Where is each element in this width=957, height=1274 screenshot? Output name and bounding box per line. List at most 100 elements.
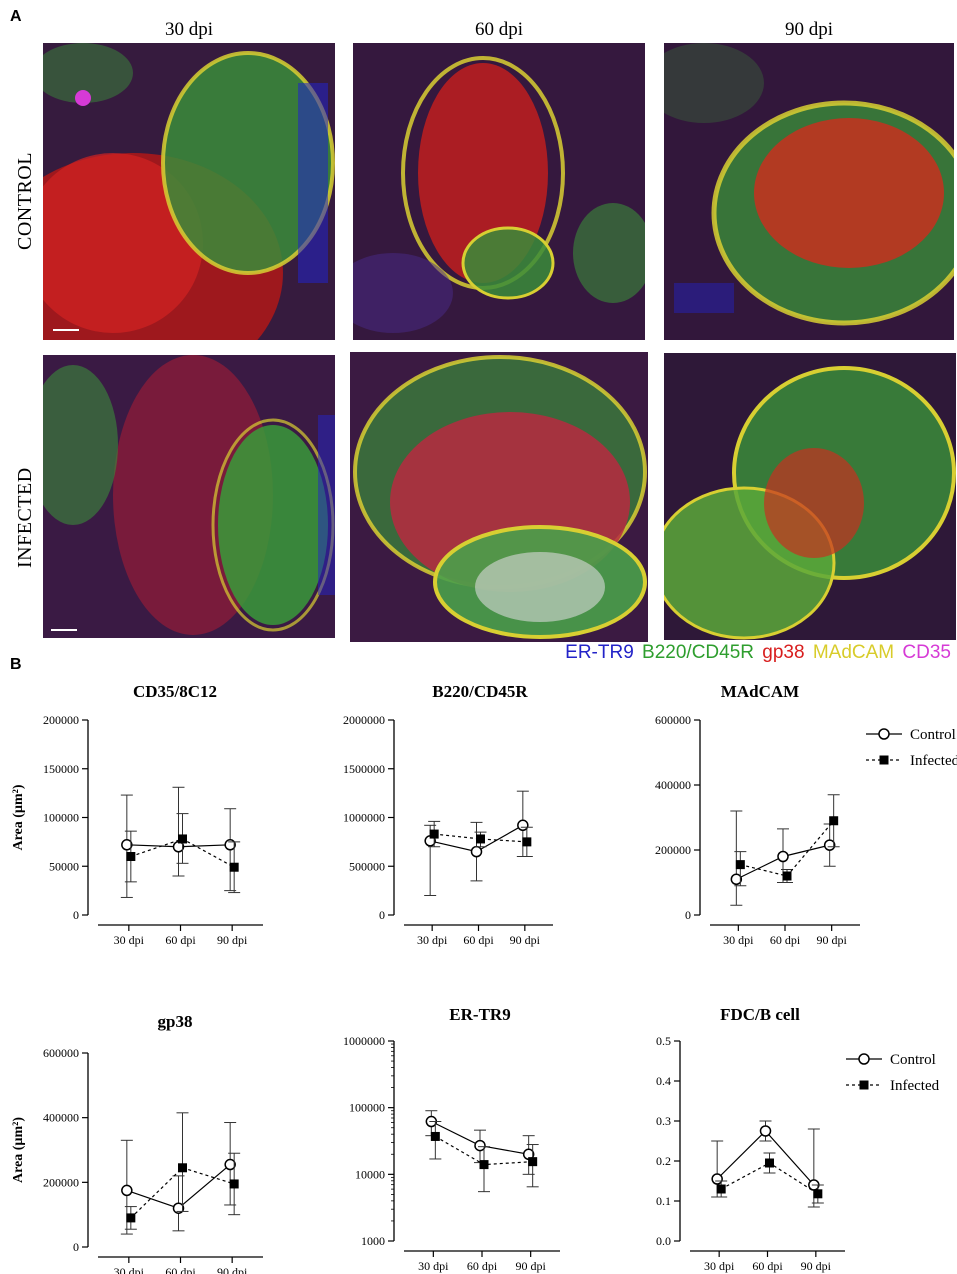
- chart-title: MAdCAM: [721, 682, 799, 701]
- y-tick-label: 0.1: [656, 1194, 671, 1208]
- x-tick-label: 90 dpi: [816, 933, 847, 947]
- micrograph-control-60dpi: [353, 43, 645, 340]
- x-tick-label: 90 dpi: [510, 933, 541, 947]
- stain-legend-b220: B220/CD45R: [642, 642, 754, 663]
- micrograph-control-90dpi: [664, 43, 954, 340]
- y-tick-label: 600000: [43, 1046, 79, 1060]
- infected-point: [765, 1158, 774, 1168]
- x-tick-label: 30 dpi: [114, 1265, 145, 1274]
- infected-point: [229, 1179, 239, 1189]
- x-tick-label: 30 dpi: [723, 933, 754, 947]
- y-tick-label: 1000: [361, 1234, 385, 1248]
- stain-legend-gp38: gp38: [762, 642, 805, 663]
- infected-point: [782, 871, 792, 881]
- y-tick-label: 500000: [349, 859, 385, 873]
- control-point: [121, 1184, 133, 1197]
- infected-point: [528, 1157, 538, 1167]
- infected-point: [716, 1184, 726, 1194]
- control-point: [823, 839, 836, 851]
- infected-point: [178, 1163, 187, 1173]
- y-tick-label: 600000: [655, 713, 691, 727]
- infected-point: [479, 1160, 489, 1170]
- micrograph-infected-60dpi: [350, 352, 648, 642]
- x-tick-label: 60 dpi: [463, 933, 494, 947]
- y-tick-label: 400000: [655, 778, 691, 792]
- y-tick-label: 0.3: [656, 1114, 671, 1128]
- panel-a-letter: A: [10, 8, 22, 25]
- panel-b-letter: B: [10, 656, 22, 673]
- x-tick-label: 30 dpi: [417, 933, 448, 947]
- y-tick-label: 0: [73, 1240, 79, 1254]
- chart-title: B220/CD45R: [432, 682, 528, 701]
- x-tick-label: 90 dpi: [217, 933, 248, 947]
- y-tick-label: 200000: [43, 1175, 79, 1189]
- legend-label: Control: [910, 727, 956, 743]
- infected-point: [126, 852, 136, 861]
- y-tick-label: 0.5: [656, 1034, 671, 1048]
- y-tick-label: 2000000: [343, 713, 385, 727]
- control-point: [470, 845, 483, 858]
- x-tick-label: 60 dpi: [165, 933, 196, 947]
- y-axis-label: Area (µm²): [11, 784, 26, 850]
- chart-4: gp38 0 200000 400000 600000 30 dpi 60 dpi 90 dp…: [11, 1012, 263, 1274]
- legend-label: Control: [890, 1052, 936, 1068]
- chart-1: CD35/8C12 0 50000 100000 150000 200000 30 dpi 6…: [11, 682, 263, 947]
- column-header-30dpi: 30 dpi: [164, 19, 214, 40]
- y-tick-label: 1500000: [343, 762, 385, 776]
- legend-marker-control: [858, 1053, 870, 1065]
- legend-marker-infected: [859, 1080, 869, 1090]
- chart-title: CD35/8C12: [133, 682, 217, 701]
- chart-5: ER-TR9 1000 10000 100000 1000000 30 dpi 60 dpi…: [343, 1005, 560, 1273]
- legend-marker-control: [878, 728, 890, 740]
- y-tick-label: 100000: [349, 1101, 385, 1115]
- legend-label: Infected: [890, 1078, 940, 1094]
- stain-legend-cd35: CD35: [902, 642, 951, 663]
- micrograph-control-30dpi: [43, 43, 335, 340]
- y-tick-label: 1000000: [343, 811, 385, 825]
- stain-legend-madcam: MAdCAM: [812, 642, 895, 663]
- infected-point: [522, 837, 532, 847]
- control-point: [777, 850, 789, 863]
- y-tick-label: 0.4: [656, 1074, 671, 1088]
- chart-legend: Control Infected: [846, 1052, 940, 1094]
- control-point: [474, 1139, 486, 1152]
- infected-point: [813, 1189, 823, 1199]
- y-tick-label: 1000000: [343, 1034, 385, 1048]
- legend-label: Infected: [910, 753, 957, 769]
- infected-point: [429, 829, 439, 839]
- infected-point: [430, 1131, 440, 1141]
- chart-2: B220/CD45R 0 500000 1000000 1500000 2000000 30…: [343, 682, 553, 947]
- column-header-60dpi: 60 dpi: [474, 19, 524, 40]
- column-header-90dpi: 90 dpi: [784, 19, 834, 40]
- chart-6: FDC/B cell 0.0 0.1 0.2 0.3 0.4 0.5 30 dpi 60 dpi…: [656, 1005, 940, 1273]
- y-tick-label: 0: [685, 908, 691, 922]
- chart-title: FDC/B cell: [720, 1005, 800, 1024]
- x-tick-label: 60 dpi: [165, 1265, 196, 1274]
- infected-point: [735, 860, 745, 870]
- y-tick-label: 0: [379, 908, 385, 922]
- y-tick-label: 50000: [49, 859, 79, 873]
- y-tick-label: 200000: [655, 843, 691, 857]
- micrograph-infected-90dpi: [664, 353, 956, 640]
- infected-point: [126, 1213, 136, 1223]
- x-tick-label: 30 dpi: [418, 1259, 449, 1273]
- chart-legend: Control Infected: [866, 727, 957, 769]
- chart-title: gp38: [158, 1012, 193, 1031]
- scale-bar: [53, 329, 79, 331]
- x-tick-label: 90 dpi: [217, 1265, 248, 1274]
- y-tick-label: 0: [73, 908, 79, 922]
- y-tick-label: 150000: [43, 762, 79, 776]
- infected-point: [829, 816, 839, 826]
- micrograph-infected-30dpi: [43, 355, 335, 638]
- control-point: [517, 819, 529, 832]
- stain-legend-ertr9: ER-TR9: [565, 642, 634, 663]
- infected-point: [229, 862, 239, 872]
- y-tick-label: 400000: [43, 1111, 79, 1125]
- x-tick-label: 90 dpi: [801, 1259, 832, 1273]
- control-point: [730, 873, 743, 885]
- stain-legend: ER-TR9 B220/CD45R gp38 MAdCAM CD35: [562, 642, 951, 664]
- x-tick-label: 30 dpi: [704, 1259, 735, 1273]
- x-tick-label: 60 dpi: [770, 933, 801, 947]
- y-tick-label: 10000: [355, 1167, 385, 1181]
